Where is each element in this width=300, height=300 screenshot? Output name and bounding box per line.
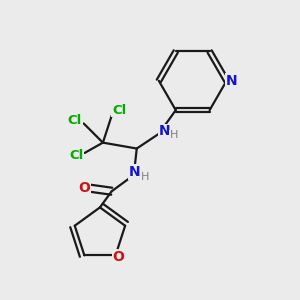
Text: O: O	[78, 181, 90, 195]
Text: Cl: Cl	[68, 114, 82, 127]
Text: N: N	[226, 74, 238, 88]
Text: H: H	[170, 130, 178, 140]
Text: Cl: Cl	[69, 149, 83, 162]
Text: N: N	[129, 165, 140, 179]
Text: O: O	[112, 250, 124, 264]
Text: H: H	[141, 172, 149, 182]
Text: Cl: Cl	[112, 104, 126, 117]
Text: N: N	[158, 124, 170, 138]
